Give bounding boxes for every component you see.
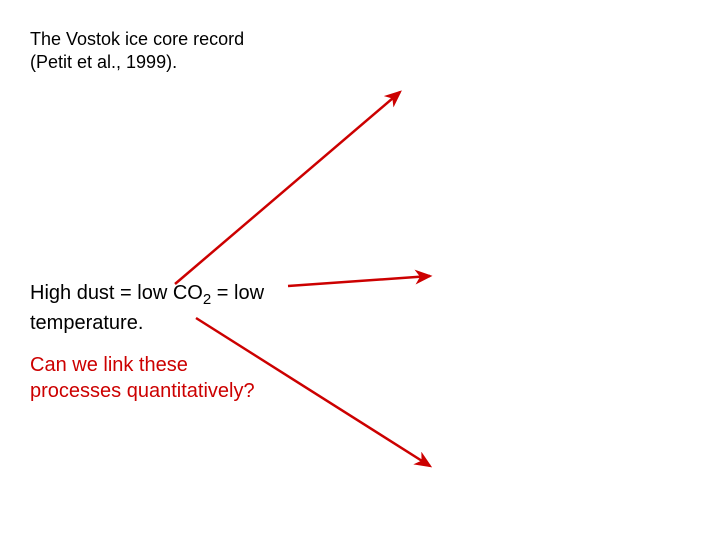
arrow-group bbox=[175, 92, 430, 466]
question-line1: Can we link these bbox=[30, 354, 188, 376]
statement-prefix: High dust = low CO bbox=[30, 282, 203, 304]
statement-suffix: = low bbox=[211, 282, 264, 304]
statement-subscript: 2 bbox=[203, 291, 211, 308]
title-line2: (Petit et al., 1999). bbox=[30, 52, 177, 72]
question-line2: processes quantitatively? bbox=[30, 380, 255, 402]
title-block: The Vostok ice core record (Petit et al.… bbox=[30, 28, 244, 75]
statement-block: High dust = low CO2 = low temperature. bbox=[30, 280, 264, 336]
statement-line2: temperature. bbox=[30, 312, 143, 334]
question-block: Can we link these processes quantitative… bbox=[30, 352, 255, 404]
arrow-1 bbox=[175, 92, 400, 284]
arrows-diagram bbox=[0, 0, 720, 540]
arrow-2 bbox=[288, 276, 430, 286]
title-line1: The Vostok ice core record bbox=[30, 29, 244, 49]
